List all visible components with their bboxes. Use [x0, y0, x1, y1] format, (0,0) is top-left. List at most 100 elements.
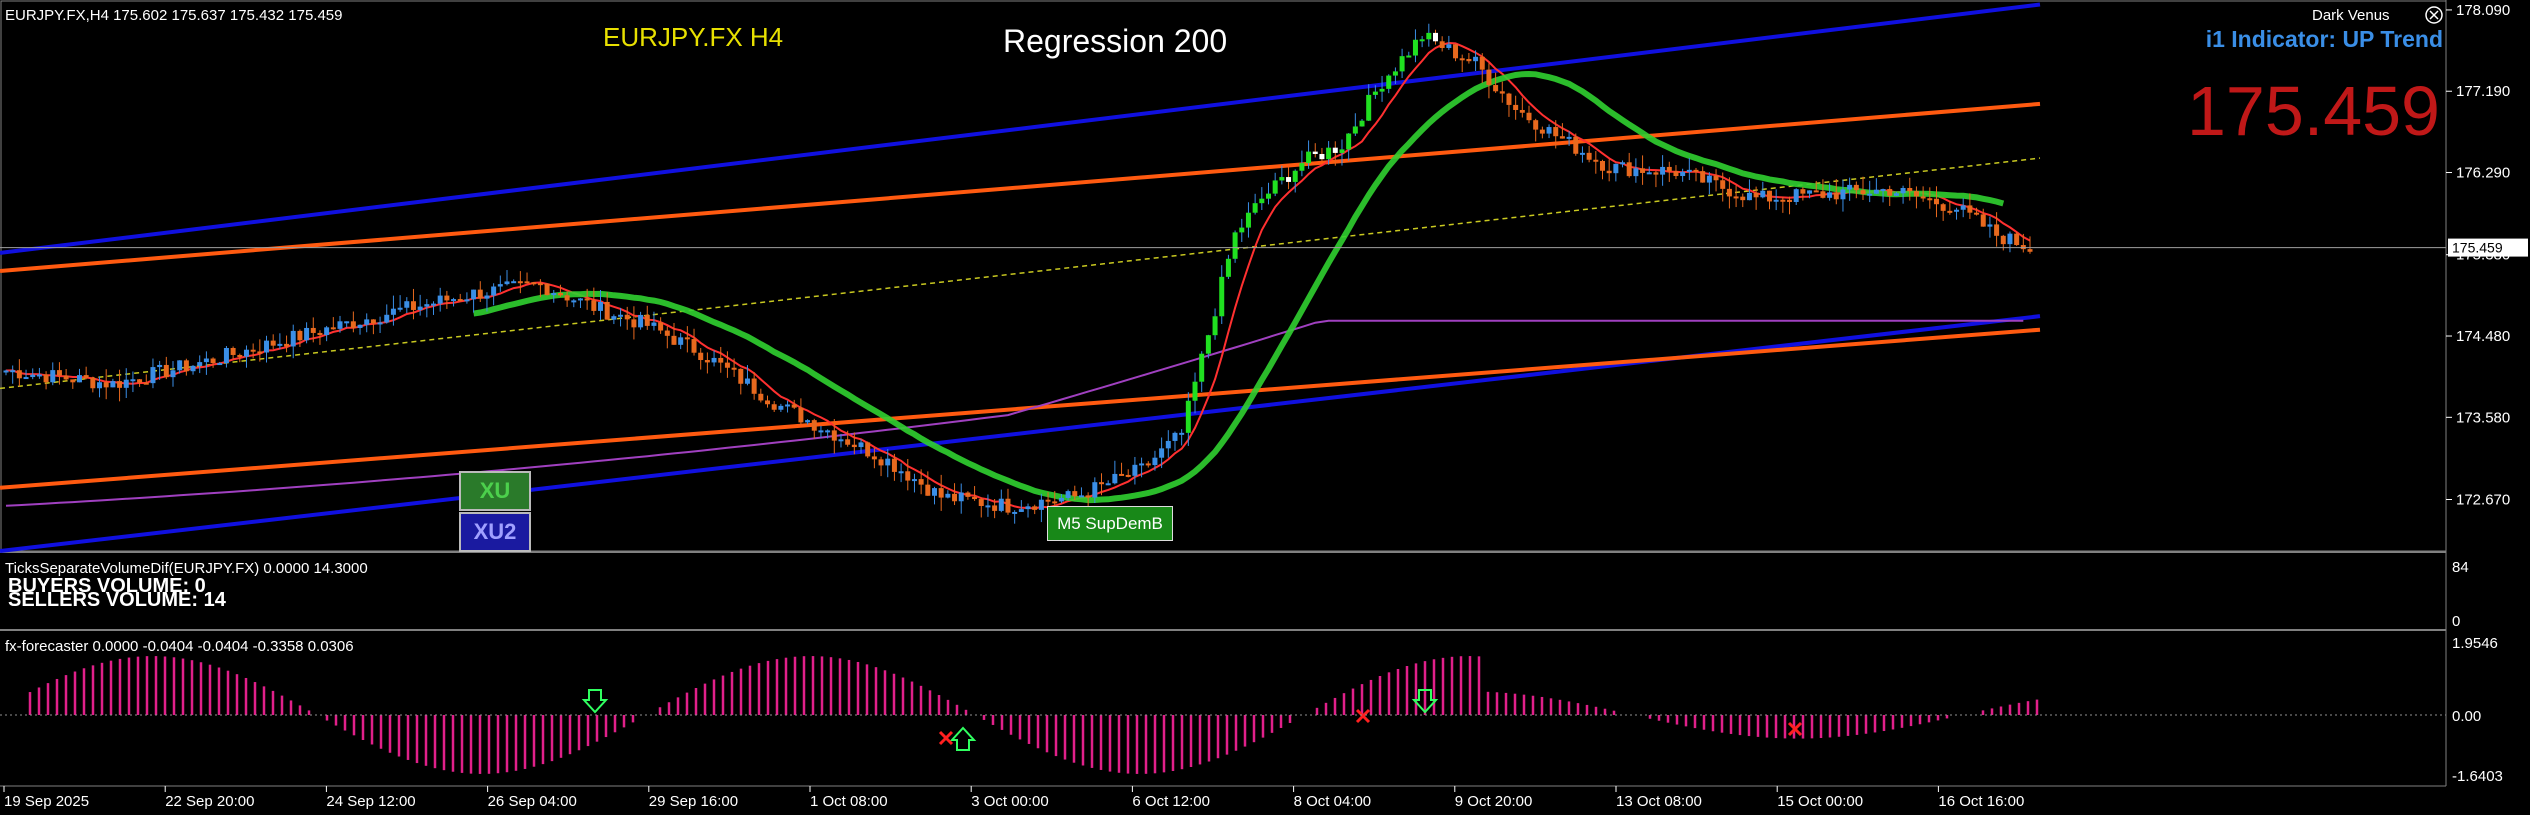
candle-body	[858, 442, 864, 448]
candle-body	[1686, 169, 1692, 172]
candle-body	[1145, 463, 1151, 466]
supdem-button[interactable]: M5 SupDemB	[1047, 506, 1173, 541]
candle-body	[317, 332, 323, 336]
regression-line	[0, 327, 2041, 490]
candle-body	[805, 420, 811, 423]
candle-body	[1185, 400, 1191, 433]
candle-body	[310, 327, 316, 333]
candle-body	[604, 301, 610, 320]
candle-body	[744, 378, 750, 384]
candle-body	[417, 306, 423, 310]
candle-body	[1873, 189, 1879, 194]
regression-label: Regression 200	[1003, 23, 1227, 59]
candle-body	[50, 370, 56, 383]
candle-body	[223, 347, 229, 364]
candle-body	[1192, 381, 1198, 401]
candle-body	[1272, 180, 1278, 194]
forecaster-scale-bottom: -1.6403	[2452, 768, 2503, 785]
chart-watermark: EURJPY.FX H4	[603, 22, 783, 52]
price-tick-label: 176.290	[2456, 165, 2510, 182]
candle-body	[444, 295, 450, 301]
xu-button[interactable]: XU	[459, 471, 531, 511]
candle-body	[2020, 245, 2026, 250]
candle-body	[70, 379, 76, 383]
candle-body	[237, 354, 243, 357]
candle-body	[644, 314, 650, 326]
candle-body	[1279, 177, 1285, 181]
candle-body	[571, 300, 577, 303]
time-tick-label: 19 Sep 2025	[4, 793, 89, 810]
candle-body	[1486, 69, 1492, 86]
candle-body	[1867, 193, 1873, 196]
candle-body	[758, 393, 764, 401]
candle-body	[350, 321, 356, 328]
price-tick-label: 173.580	[2456, 409, 2510, 426]
candle-body	[577, 298, 583, 301]
candle-body	[1994, 224, 2000, 236]
candle-body	[1787, 199, 1793, 203]
candle-body	[885, 458, 891, 466]
close-chart-icon[interactable]	[2425, 6, 2443, 24]
candle-body	[972, 496, 978, 500]
xu2-button[interactable]: XU2	[459, 512, 531, 552]
candle-body	[1646, 172, 1652, 175]
candle-body	[1125, 474, 1131, 477]
candle-body	[90, 377, 96, 389]
candle-body	[1513, 104, 1519, 110]
candle-body	[357, 324, 363, 328]
candle-body	[1245, 212, 1251, 228]
candle-body	[190, 365, 196, 372]
candle-body	[404, 301, 410, 308]
candle-body	[1726, 188, 1732, 197]
candle-body	[1499, 91, 1505, 94]
candle-body	[264, 340, 270, 353]
candle-body	[1967, 205, 1973, 213]
candle-body	[110, 381, 116, 388]
candle-body	[1586, 152, 1592, 160]
candle-body	[284, 343, 290, 347]
candle-body	[671, 335, 677, 345]
candle-body	[1212, 316, 1218, 336]
candle-body	[1566, 136, 1572, 139]
symbol-header: EURJPY.FX,H4 175.602 175.637 175.432 175…	[5, 7, 342, 24]
price-tick-label: 178.090	[2456, 2, 2510, 19]
time-tick-label: 22 Sep 20:00	[165, 793, 254, 810]
candle-body	[1974, 212, 1980, 215]
candle-body	[1620, 162, 1626, 165]
candle-body	[1606, 170, 1612, 174]
volume-scale-bottom: 0	[2452, 613, 2460, 630]
candle-body	[1920, 196, 1926, 199]
candle-body	[397, 307, 403, 310]
fast-ma-line	[5, 41, 2031, 510]
candle-body	[1219, 276, 1225, 317]
candle-body	[1339, 149, 1345, 153]
candle-body	[978, 499, 984, 506]
buyers-volume: BUYERS VOLUME: 0	[8, 575, 206, 597]
candle-body	[1018, 509, 1024, 512]
candle-body	[684, 337, 690, 340]
candle-body	[390, 308, 396, 315]
candle-body	[270, 340, 276, 346]
exit-cross-icon	[1355, 708, 1371, 724]
candle-body	[451, 299, 457, 302]
candle-body	[711, 357, 717, 363]
regression-line	[0, 2, 2041, 255]
forecaster-title: fx-forecaster 0.0000 -0.0404 -0.0404 -0.…	[5, 638, 354, 655]
candle-body	[1426, 32, 1432, 40]
candle-body	[618, 314, 624, 317]
candle-body	[791, 404, 797, 408]
candle-body	[1179, 432, 1185, 435]
candle-body	[1052, 501, 1058, 504]
candle-body	[1680, 171, 1686, 177]
candle-body	[1025, 506, 1031, 510]
candle-body	[1613, 163, 1619, 174]
candle-body	[437, 295, 443, 304]
candle-body	[1419, 39, 1425, 42]
candlestick-series	[3, 23, 2033, 524]
candle-body	[1860, 190, 1866, 195]
candle-body	[1893, 193, 1899, 196]
candle-body	[1833, 192, 1839, 200]
candle-body	[591, 300, 597, 311]
candle-body	[531, 282, 537, 285]
